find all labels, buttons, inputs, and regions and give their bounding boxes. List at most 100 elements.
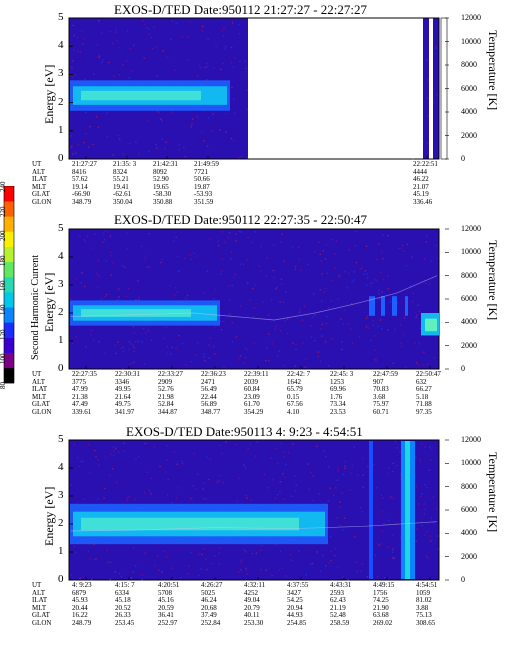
- noise-speckle: [73, 34, 75, 37]
- noise-speckle: [75, 152, 77, 154]
- noise-speckle: [291, 246, 294, 248]
- noise-speckle: [271, 269, 273, 272]
- noise-speckle: [286, 318, 289, 320]
- noise-speckle: [133, 332, 135, 334]
- noise-speckle: [166, 352, 168, 355]
- noise-speckle: [104, 352, 106, 355]
- noise-speckle: [225, 441, 227, 443]
- noise-speckle: [317, 355, 319, 358]
- noise-speckle: [121, 367, 124, 369]
- y-tick-label: 5: [58, 222, 64, 234]
- ephemeris-cell: 70.83: [373, 385, 389, 394]
- noise-speckle: [114, 571, 116, 573]
- noise-speckle: [75, 336, 77, 338]
- noise-speckle: [279, 550, 282, 552]
- noise-speckle: [386, 329, 389, 331]
- noise-speckle: [247, 447, 249, 450]
- noise-speckle: [427, 115, 429, 117]
- panel1-title: EXOS-D/TED Date:950112 21:27:27 - 22:27:…: [114, 2, 367, 17]
- noise-speckle: [171, 502, 173, 504]
- noise-speckle: [110, 255, 112, 257]
- noise-speckle: [221, 30, 224, 32]
- noise-speckle: [266, 487, 269, 489]
- ephemeris-cell: 21.07: [413, 182, 429, 191]
- noise-speckle: [199, 64, 201, 67]
- noise-speckle: [135, 458, 137, 460]
- ephemeris-cell: 47.49: [72, 400, 88, 409]
- ephemeris-row-label: ALT: [32, 377, 45, 386]
- noise-speckle: [260, 245, 262, 248]
- noise-speckle: [220, 328, 223, 331]
- noise-speckle: [292, 443, 294, 445]
- noise-speckle: [330, 300, 332, 302]
- noise-speckle: [235, 240, 237, 242]
- noise-speckle: [373, 335, 376, 337]
- noise-speckle: [246, 282, 249, 284]
- panel3-ylabel: Energy [eV]: [42, 486, 56, 546]
- noise-speckle: [198, 553, 200, 556]
- noise-speckle: [98, 464, 100, 466]
- ephemeris-cell: 2471: [201, 377, 215, 386]
- noise-speckle: [423, 258, 426, 260]
- noise-speckle: [347, 272, 350, 275]
- noise-speckle: [278, 350, 281, 353]
- ephemeris-cell: 253.30: [244, 619, 264, 627]
- noise-speckle: [78, 465, 81, 468]
- noise-speckle: [325, 287, 327, 290]
- noise-speckle: [239, 263, 242, 265]
- noise-speckle: [231, 22, 234, 24]
- noise-speckle: [238, 477, 240, 479]
- noise-speckle: [432, 101, 435, 104]
- noise-speckle: [283, 456, 285, 458]
- noise-speckle: [140, 245, 143, 247]
- ephemeris-cell: 62.43: [330, 596, 346, 605]
- panel2-plot-frame: [68, 228, 440, 370]
- noise-speckle: [146, 266, 149, 268]
- ephemeris-cell: 22.44: [201, 392, 217, 401]
- noise-speckle: [251, 552, 253, 555]
- y-tick-label: 0: [58, 152, 64, 164]
- noise-speckle: [301, 342, 304, 344]
- noise-speckle: [102, 241, 104, 244]
- noise-speckle: [396, 447, 398, 449]
- noise-speckle: [349, 328, 352, 330]
- noise-speckle: [187, 573, 190, 575]
- noise-speckle: [388, 519, 390, 521]
- noise-speckle: [243, 362, 246, 364]
- noise-speckle: [189, 254, 192, 256]
- noise-speckle: [192, 485, 194, 487]
- noise-speckle: [231, 321, 234, 324]
- noise-speckle: [378, 292, 380, 295]
- noise-speckle: [72, 60, 74, 62]
- noise-speckle: [155, 143, 157, 146]
- noise-speckle: [176, 290, 178, 293]
- noise-speckle: [141, 578, 143, 581]
- noise-speckle: [165, 141, 167, 143]
- y-tick-label: 3: [58, 489, 64, 501]
- noise-speckle: [334, 548, 337, 550]
- noise-speckle: [355, 561, 357, 563]
- noise-speckle: [83, 498, 85, 501]
- noise-speckle: [265, 569, 267, 571]
- noise-speckle: [201, 553, 203, 556]
- noise-speckle: [387, 472, 389, 475]
- noise-speckle: [361, 563, 363, 565]
- noise-speckle: [134, 499, 136, 501]
- noise-speckle: [85, 133, 87, 135]
- ephemeris-cell: 6334: [115, 588, 129, 597]
- ephemeris-cell: 65.79: [287, 385, 303, 394]
- noise-speckle: [314, 314, 316, 316]
- ephemeris-cell: 22:39:11: [244, 370, 269, 378]
- noise-speckle: [98, 20, 100, 22]
- noise-speckle: [426, 97, 428, 99]
- noise-speckle: [160, 118, 162, 120]
- noise-speckle: [424, 534, 426, 536]
- noise-speckle: [95, 456, 97, 458]
- noise-speckle: [230, 314, 232, 317]
- ephemeris-cell: 252.84: [201, 619, 221, 627]
- noise-speckle: [128, 348, 130, 351]
- y2-tick-label: 10000: [461, 247, 481, 257]
- noise-speckle: [113, 450, 115, 452]
- ephemeris-cell: 56.89: [201, 400, 217, 409]
- noise-speckle: [356, 570, 358, 573]
